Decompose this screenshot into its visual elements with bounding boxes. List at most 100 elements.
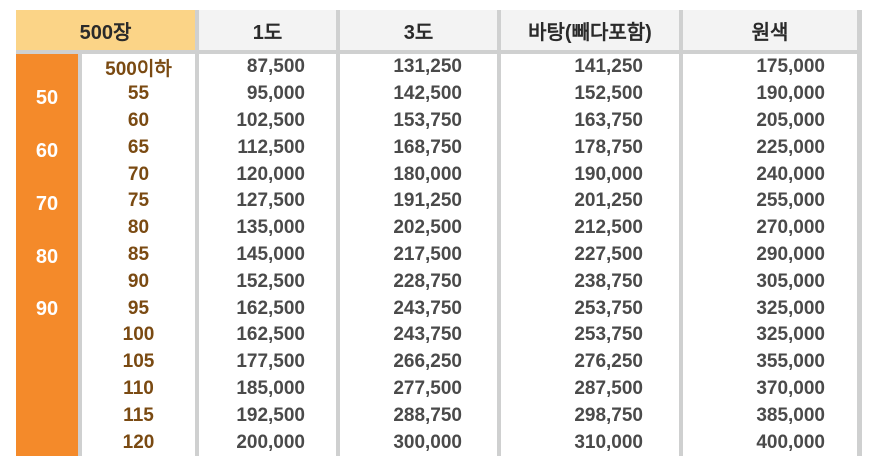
price-cell: 325,000 — [683, 295, 857, 322]
price-cell: 153,750 — [340, 108, 497, 135]
price-cell: 355,000 — [683, 349, 857, 376]
price-cell: 135,000 — [199, 215, 336, 242]
price-value: 162,500 — [236, 324, 305, 346]
size-cell: 500이하 — [105, 58, 172, 80]
price-value: 180,000 — [393, 163, 462, 185]
price-cell: 240,000 — [683, 161, 857, 188]
price-value: 191,250 — [393, 190, 462, 212]
price-value: 240,000 — [756, 163, 825, 185]
side-label: 80 — [35, 246, 59, 268]
price-cell: 145,000 — [199, 242, 336, 269]
price-cell: 177,500 — [199, 349, 336, 376]
column-header: 원색 — [683, 10, 857, 50]
price-value: 355,000 — [756, 351, 825, 373]
price-value: 400,000 — [756, 431, 825, 453]
price-value: 120,000 — [236, 163, 305, 185]
price-value: 127,500 — [236, 190, 305, 212]
price-value: 190,000 — [574, 163, 643, 185]
price-value: 202,500 — [393, 217, 462, 239]
price-cell: 87,500 — [199, 54, 336, 81]
price-value: 290,000 — [756, 243, 825, 265]
price-value: 185,000 — [236, 377, 305, 399]
corner-header: 500장 — [16, 10, 195, 50]
price-value: 287,500 — [574, 377, 643, 399]
price-cell: 238,750 — [501, 268, 679, 295]
price-cell: 142,500 — [340, 81, 497, 108]
price-value: 152,500 — [574, 83, 643, 105]
price-value: 190,000 — [756, 83, 825, 105]
price-cell: 243,750 — [340, 295, 497, 322]
size-cell: 55 — [127, 83, 150, 105]
column-body — [340, 54, 497, 456]
price-cell: 217,500 — [340, 242, 497, 269]
price-value: 243,750 — [393, 324, 462, 346]
price-cell: 255,000 — [683, 188, 857, 215]
size-cell: 120 — [122, 431, 155, 453]
price-cell: 191,250 — [340, 188, 497, 215]
column-body — [82, 54, 195, 456]
column-body — [683, 54, 857, 456]
price-cell: 205,000 — [683, 108, 857, 135]
price-cell: 152,500 — [199, 268, 336, 295]
price-cell: 200,000 — [199, 429, 336, 456]
price-cell: 243,750 — [340, 322, 497, 349]
size-cell: 110 — [123, 377, 154, 399]
price-value: 238,750 — [574, 270, 643, 292]
price-cell: 168,750 — [340, 134, 497, 161]
price-cell: 190,000 — [683, 81, 857, 108]
price-cell: 300,000 — [340, 429, 497, 456]
price-value: 205,000 — [756, 109, 825, 131]
price-value: 325,000 — [756, 324, 825, 346]
price-value: 168,750 — [393, 136, 462, 158]
price-cell: 325,000 — [683, 322, 857, 349]
price-cell: 266,250 — [340, 349, 497, 376]
price-value: 225,000 — [756, 136, 825, 158]
price-value: 102,500 — [236, 109, 305, 131]
price-value: 305,000 — [756, 270, 825, 292]
price-cell: 227,500 — [501, 242, 679, 269]
size-cell: 115 — [123, 404, 154, 426]
price-cell: 277,500 — [340, 376, 497, 403]
price-cell: 175,000 — [683, 54, 857, 81]
price-cell: 95,000 — [199, 81, 336, 108]
side-label: 60 — [35, 140, 59, 162]
price-cell: 370,000 — [683, 376, 857, 403]
price-table: 500장 1도 3도 바탕(빼다포함) 원색 50 60 70 80 90 500이하 87,500 1… — [16, 10, 862, 456]
price-cell: 162,500 — [199, 295, 336, 322]
price-cell: 276,250 — [501, 349, 679, 376]
price-value: 152,500 — [236, 270, 305, 292]
price-cell: 305,000 — [683, 268, 857, 295]
price-cell: 201,250 — [501, 188, 679, 215]
price-cell: 253,750 — [501, 295, 679, 322]
price-cell: 152,500 — [501, 81, 679, 108]
price-value: 325,000 — [756, 297, 825, 319]
price-cell: 212,500 — [501, 215, 679, 242]
size-cell: 70 — [127, 163, 150, 185]
side-label: 90 — [35, 298, 59, 320]
price-cell: 225,000 — [683, 134, 857, 161]
side-label: 50 — [35, 87, 59, 109]
size-cell: 85 — [127, 243, 150, 265]
price-value: 310,000 — [574, 431, 643, 453]
size-cell: 100 — [122, 324, 155, 346]
column-body — [199, 54, 336, 456]
price-value: 163,750 — [574, 109, 643, 131]
price-value: 370,000 — [756, 377, 825, 399]
price-value: 142,500 — [393, 83, 462, 105]
price-value: 266,250 — [393, 351, 462, 373]
column-header: 바탕(빼다포함) — [501, 10, 679, 50]
price-cell: 288,750 — [340, 402, 497, 429]
price-value: 201,250 — [574, 190, 643, 212]
size-cell: 95 — [127, 297, 150, 319]
size-cell: 105 — [122, 351, 155, 373]
side-labels: 50 60 70 80 90 — [16, 54, 78, 456]
price-cell: 178,750 — [501, 134, 679, 161]
size-cell: 65 — [127, 136, 150, 158]
price-cell: 192,500 — [199, 402, 336, 429]
price-value: 177,500 — [236, 351, 305, 373]
price-value: 112,500 — [237, 136, 305, 158]
price-value: 298,750 — [574, 404, 643, 426]
column-body — [501, 54, 679, 456]
price-cell: 112,500 — [199, 134, 336, 161]
price-value: 243,750 — [393, 297, 462, 319]
